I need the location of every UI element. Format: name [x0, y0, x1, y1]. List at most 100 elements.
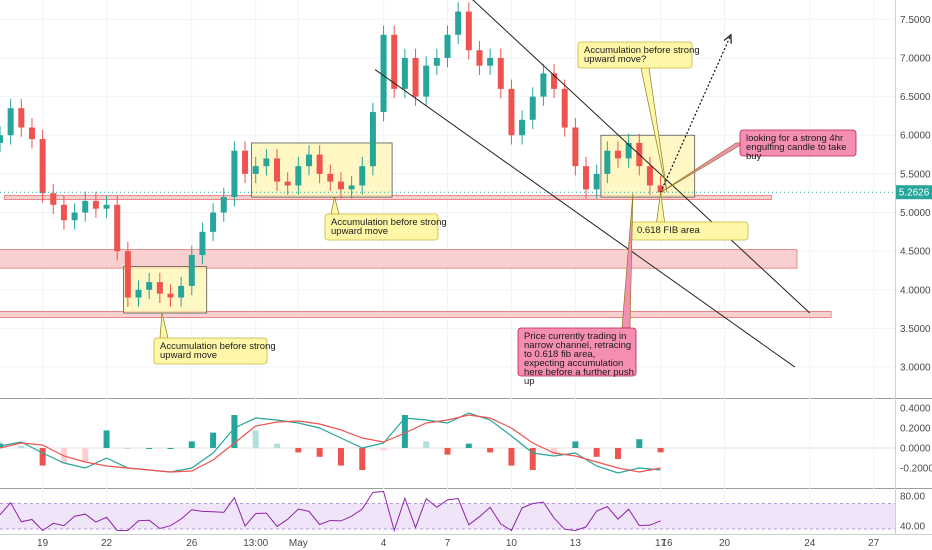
price-tick: 5.5000 — [900, 169, 931, 180]
candle-body — [7, 108, 14, 136]
macd-tick: 0.2000 — [900, 424, 931, 435]
candle-body — [231, 150, 238, 198]
candle-body — [359, 166, 366, 186]
macd-histogram-bar — [252, 430, 259, 448]
annotation-text: up — [524, 376, 535, 387]
macd-panel: 0.4000 0.2000 0.0000 -0.2000 — [0, 404, 932, 475]
signal-line — [0, 414, 661, 473]
candle-body — [316, 154, 323, 174]
annotation-text: Accumulation before strong — [584, 45, 700, 56]
macd-histogram-bar — [124, 448, 131, 449]
candle-body — [561, 88, 568, 128]
trend-lines — [0, 0, 895, 368]
time-tick: May — [289, 538, 308, 549]
last-price-label: 5.2626 — [899, 188, 930, 199]
macd-histogram-bar — [572, 441, 579, 448]
candle-body — [433, 57, 440, 66]
candle-body — [274, 158, 281, 182]
candle-body — [305, 154, 312, 167]
macd-histogram-bar — [188, 441, 195, 448]
candle-body — [551, 73, 558, 89]
macd-tick: -0.2000 — [900, 464, 932, 475]
candle-body — [337, 181, 344, 190]
candle-body — [487, 57, 494, 66]
macd-tick: 0.4000 — [900, 404, 931, 415]
annotation-text: here before a further push — [524, 367, 634, 378]
trend-line — [472, 0, 811, 314]
macd-histogram-bar — [636, 439, 643, 448]
annotation-box — [153, 337, 268, 365]
candle-body — [604, 150, 611, 174]
price-tick: 5.0000 — [900, 208, 931, 219]
support-band — [0, 311, 832, 319]
last-price-tag — [896, 185, 932, 200]
macd-histogram-bar — [359, 448, 366, 470]
candle-body — [646, 166, 653, 186]
annotation-text: expecting accumulation — [524, 358, 623, 369]
candle-body — [327, 173, 334, 182]
candle-body — [92, 200, 99, 209]
candle-body — [156, 282, 163, 294]
macd-histogram-bar — [401, 415, 408, 448]
time-tick: 19 — [37, 538, 49, 549]
macd-histogram-bar — [657, 448, 664, 453]
annotation-text: looking for a strong 4hr — [746, 133, 843, 144]
candle-body — [39, 139, 46, 194]
candle-body — [380, 34, 387, 113]
macd-histogram-bar — [274, 443, 281, 448]
macd-histogram-bar — [423, 441, 430, 448]
macd-histogram-bar — [146, 448, 153, 449]
annotation-text: Price currently trading in — [524, 331, 626, 342]
candle-body — [529, 96, 536, 120]
candle-body — [103, 204, 110, 209]
price-tick: 6.0000 — [900, 131, 931, 142]
rsi-panel: 80.00 40.00 — [0, 490, 925, 533]
time-tick: 7 — [445, 538, 451, 549]
macd-histogram-bar — [39, 448, 46, 466]
candle-body — [369, 112, 376, 167]
price-tick: 4.0000 — [900, 285, 931, 296]
time-tick: 26 — [186, 538, 198, 549]
candle-body — [423, 65, 430, 97]
macd-histogram-bar — [316, 448, 323, 457]
candle-body — [348, 185, 355, 190]
candle-body — [497, 57, 504, 89]
candle-body — [28, 127, 35, 140]
macd-histogram-bar — [167, 448, 174, 449]
rsi-band — [0, 503, 895, 529]
time-tick: 24 — [804, 538, 816, 549]
macd-histogram-bar — [614, 448, 621, 459]
annotation-text: Accumulation before strong — [160, 341, 276, 352]
price-tick: 7.0000 — [900, 53, 931, 64]
price-tick: 4.5000 — [900, 247, 931, 258]
candle-body — [519, 119, 526, 136]
candle-body — [252, 166, 259, 174]
time-tick: 13:00 — [243, 538, 268, 549]
macd-histogram-bar — [529, 448, 536, 470]
time-axis: 19 22 26 13:00 May 4 7 10 13 17 20 24 27 16 — [37, 538, 880, 549]
price-axis: 5.2626 7.5000 7.0000 6.5000 6.0000 5.5000 5.00… — [896, 15, 932, 374]
annotation-text: Accumulation before strong — [331, 217, 447, 228]
candle-body — [167, 293, 174, 298]
candle-body — [657, 185, 664, 193]
macd-histogram-bar — [231, 415, 238, 448]
candle-body — [178, 285, 185, 298]
candle-body — [18, 108, 25, 128]
candle-body — [455, 11, 462, 35]
macd-histogram-bar — [593, 448, 600, 457]
candle-body — [540, 73, 547, 97]
macd-histogram-bar — [295, 448, 302, 453]
current-date-label: 16 — [661, 538, 673, 549]
macd-tick: 0.0000 — [900, 444, 931, 455]
macd-histogram-bar — [508, 448, 515, 466]
candle-body — [593, 173, 600, 190]
candle-body — [391, 34, 398, 89]
candle-body — [60, 204, 67, 221]
annotation-text: engulfing candle to take — [746, 142, 846, 153]
candle-body — [508, 88, 515, 136]
candle-body — [284, 181, 291, 186]
price-tick: 3.0000 — [900, 363, 931, 374]
time-tick: 10 — [506, 538, 518, 549]
projection-arrow — [660, 34, 732, 193]
macd-histogram-bar — [210, 432, 217, 448]
